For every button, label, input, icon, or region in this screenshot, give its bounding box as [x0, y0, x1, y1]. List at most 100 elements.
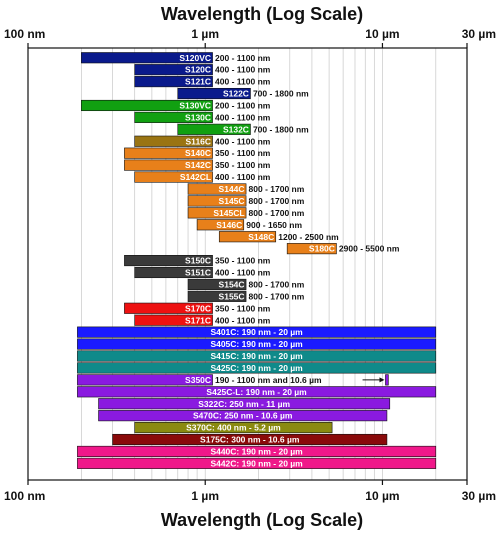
bar-range-label: 800 - 1700 nm: [249, 291, 305, 301]
bar-s442c: [77, 457, 437, 469]
bar-s142c: [124, 159, 213, 171]
bar-s175c: [112, 433, 388, 446]
bar-name-label: S132C: [223, 124, 249, 134]
bar-s145c: [187, 195, 247, 207]
tick-label-top: 10 µm: [365, 27, 399, 41]
bar-label: S440C: 190 nm - 20 µm: [210, 446, 303, 456]
bar-s154c: [187, 278, 247, 290]
bar-range-label: 1200 - 2500 nm: [278, 232, 339, 242]
bar-s120vc: [81, 52, 213, 64]
bar-name-label: S122C: [223, 89, 249, 99]
bar-name-label: S145C: [219, 196, 245, 206]
bar-range-label: 800 - 1700 nm: [249, 279, 305, 289]
bar-s140c: [124, 147, 213, 159]
bar-s142cl: [134, 171, 213, 183]
bar-s132c: [177, 123, 251, 135]
bottom-tick-labels: 100 nm 1 µm 10 µm 30 µm: [4, 489, 496, 503]
bar-s470c: [98, 410, 388, 422]
tick-label-bottom: 1 µm: [191, 489, 219, 503]
bar-s151c: [134, 266, 213, 279]
top-tick-labels: 100 nm 1 µm 10 µm 30 µm: [4, 27, 496, 41]
bar-s370c: [134, 422, 333, 434]
bar-range-label: 800 - 1700 nm: [249, 184, 305, 194]
bar-s148c: [218, 231, 277, 243]
bar-s180c: [286, 243, 337, 255]
bar-name-label: S144C: [219, 184, 245, 194]
bar-range-label: 190 - 1100 nm and 10.6 µm: [215, 375, 322, 385]
bar-s121c: [134, 76, 213, 88]
bar-s415c: [77, 350, 437, 362]
bar-extra-segment: [385, 374, 389, 386]
bar-s130vc: [81, 99, 213, 112]
bar-name-label: S140C: [185, 148, 211, 158]
tick-label-bottom: 30 µm: [462, 489, 496, 503]
bar-name-label: S350C: [185, 375, 211, 385]
tick-label-top: 30 µm: [462, 27, 496, 41]
bar-s120c: [134, 64, 213, 76]
bar-name-label: S116C: [186, 136, 212, 146]
bar-name-label: S148C: [248, 232, 274, 242]
bar-name-label: S171C: [185, 315, 211, 325]
bar-label: S175C: 300 nm - 10.6 µm: [200, 435, 300, 445]
bar-label: S415C: 190 nm - 20 µm: [210, 351, 303, 361]
bar-name-label: S130C: [185, 112, 211, 122]
bar-range-label: 350 - 1100 nm: [215, 148, 271, 158]
bar-label: S401C: 190 nm - 20 µm: [210, 327, 303, 337]
tick-label-top: 100 nm: [4, 27, 45, 41]
bar-label: S425C-L: 190 nm - 20 µm: [206, 387, 307, 397]
bar-label: S442C: 190 nm - 20 µm: [210, 458, 303, 468]
bar-s144c: [187, 183, 247, 195]
bar-s425c: [77, 362, 437, 374]
bar-name-label: S142C: [185, 160, 211, 170]
bar-s350c: [77, 374, 213, 386]
bar-s146c: [196, 219, 245, 231]
bar-range-label: 350 - 1100 nm: [215, 256, 271, 266]
bar-range-label: 400 - 1100 nm: [215, 172, 271, 182]
bar-range-label: 700 - 1800 nm: [253, 124, 309, 134]
bar-name-label: S121C: [185, 77, 211, 87]
tick-label-bottom: 10 µm: [365, 489, 399, 503]
bar-s440c: [77, 445, 437, 457]
bar-range-label: 400 - 1100 nm: [215, 112, 271, 122]
bar-label: S322C: 250 nm - 11 µm: [198, 399, 290, 409]
bar-range-label: 400 - 1100 nm: [215, 65, 271, 75]
x-axis-label: Wavelength (Log Scale): [161, 510, 363, 530]
bar-range-label: 350 - 1100 nm: [215, 303, 271, 313]
bar-name-label: S170C: [185, 303, 211, 313]
bar-range-label: 400 - 1100 nm: [215, 268, 271, 278]
bar-name-label: S120VC: [179, 53, 211, 63]
bar-s145cl: [187, 207, 247, 219]
bar-range-label: 2900 - 5500 nm: [339, 244, 400, 254]
chart-title-top: Wavelength (Log Scale): [161, 4, 363, 24]
bar-s171c: [134, 314, 213, 326]
bar-range-label: 700 - 1800 nm: [253, 89, 309, 99]
bar-range-label: 400 - 1100 nm: [215, 77, 271, 87]
bar-label: S405C: 190 nm - 20 µm: [210, 339, 303, 349]
bar-s155c: [187, 290, 247, 302]
bar-name-label: S142CL: [180, 172, 211, 182]
bar-name-label: S146C: [216, 220, 242, 230]
bar-name-label: S154C: [219, 279, 245, 289]
tick-label-top: 1 µm: [191, 27, 219, 41]
bar-name-label: S145CL: [213, 208, 244, 218]
bar-s122c: [177, 87, 251, 100]
bar-range-label: 800 - 1700 nm: [249, 196, 305, 206]
bar-s130c: [134, 111, 213, 123]
bar-range-label: 400 - 1100 nm: [215, 315, 271, 325]
bar-label: S425C: 190 nm - 20 µm: [210, 363, 303, 373]
bar-name-label: S180C: [309, 244, 335, 254]
bar-s401c: [77, 326, 437, 338]
bars-group: S120VC 200 - 1100 nm S120C 400 - 1100 nm S12…: [77, 52, 437, 469]
bar-range-label: 800 - 1700 nm: [249, 208, 305, 218]
arrow-head: [379, 377, 385, 383]
bar-label: S470C: 250 nm - 10.6 µm: [193, 411, 293, 421]
bar-range-label: 400 - 1100 nm: [215, 136, 271, 146]
bar-s170c: [124, 302, 213, 314]
bar-s116c: [134, 135, 213, 147]
bar-name-label: S130VC: [179, 101, 211, 111]
tick-label-bottom: 100 nm: [4, 489, 45, 503]
bar-range-label: 900 - 1650 nm: [246, 220, 302, 230]
bar-s150c: [124, 255, 213, 267]
bar-name-label: S120C: [185, 65, 211, 75]
